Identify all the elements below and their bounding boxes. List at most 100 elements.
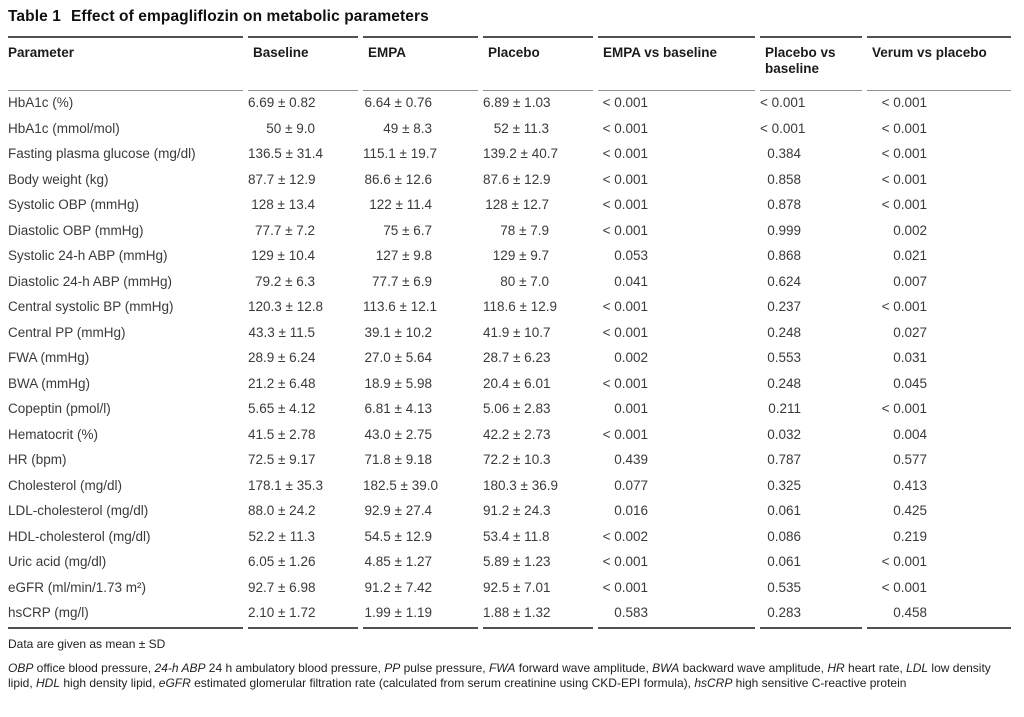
cell-value: 0.016 [614, 503, 648, 518]
column-header-placebo-vs-baseline: Placebo vs baseline [760, 36, 862, 91]
cell-value: < 0.001 [602, 222, 648, 238]
cell-value: 122 ± 11.4 [369, 197, 432, 212]
cell-value: 41.5 ± 2.78 [248, 426, 316, 442]
cell-value: 113.6 ± 12.1 [363, 299, 437, 314]
table-row: Central PP (mmHg) 43.3 ± 11.5 39.1 ± 10.2 4… [8, 321, 1011, 347]
abbreviation-definition: heart rate, [844, 660, 907, 675]
abbreviation-term: FWA [488, 660, 516, 675]
abbreviation-term: BWA [652, 660, 680, 675]
cell-value: 0.077 [614, 477, 648, 493]
cell-parameter: LDL-cholesterol (mg/dl) [8, 503, 149, 518]
cell-value: 42.2 ± 2.73 [483, 426, 551, 442]
cell-parameter: Hematocrit (%) [8, 426, 99, 442]
cell-value: 0.999 [767, 222, 801, 238]
cell-value: 52.2 ± 11.3 [248, 528, 315, 544]
table-row: Diastolic 24-h ABP (mmHg) 79.2 ± 6.3 77.7 … [8, 270, 1011, 296]
table-caption: Effect of empagliflozin on metabolic par… [70, 8, 429, 25]
cell-value: 71.8 ± 9.18 [364, 452, 432, 467]
table-row: Cholesterol (mg/dl) 178.1 ± 35.3 182.5 ± 3… [8, 474, 1011, 500]
abbreviation-term: hsCRP [694, 676, 733, 690]
abbreviation-term: eGFR [158, 676, 191, 690]
cell-value: 52 ± 11.3 [493, 120, 549, 136]
table-row: HDL-cholesterol (mg/dl) 52.2 ± 11.3 54.5 ±… [8, 525, 1011, 551]
cell-value: 0.007 [893, 273, 927, 289]
cell-parameter: Diastolic 24-h ABP (mmHg) [8, 273, 173, 289]
column-header-empa: EMPA [363, 36, 478, 91]
cell-value: 0.535 [767, 579, 801, 595]
cell-value: 115.1 ± 19.7 [363, 146, 437, 161]
cell-parameter: Systolic 24-h ABP (mmHg) [8, 248, 168, 263]
cell-value: 92.7 ± 6.98 [248, 579, 316, 595]
abbreviation-definition: low density lipid, [8, 660, 991, 691]
cell-value: 77.7 ± 6.9 [372, 273, 432, 289]
cell-value: < 0.001 [881, 401, 927, 416]
table-row: LDL-cholesterol (mg/dl) 88.0 ± 24.2 92.9 ±… [8, 499, 1011, 525]
table-row: Copeptin (pmol/l) 5.65 ± 4.12 6.81 ± 4.13 5… [8, 397, 1011, 423]
cell-value: < 0.002 [602, 528, 648, 544]
cell-value: 5.65 ± 4.12 [248, 401, 316, 416]
cell-value: 128 ± 12.7 [485, 197, 549, 212]
cell-value: 0.032 [767, 426, 801, 442]
cell-parameter: eGFR (ml/min/1.73 m²) [8, 579, 147, 595]
cell-value: 88.0 ± 24.2 [248, 503, 316, 518]
table-number-label: Table 1 [8, 8, 61, 25]
cell-value: 41.9 ± 10.7 [483, 324, 551, 340]
cell-parameter: BWA (mmHg) [8, 375, 90, 391]
cell-value: < 0.001 [602, 120, 648, 136]
cell-parameter: Central systolic BP (mmHg) [8, 299, 174, 314]
cell-value: 0.237 [767, 299, 801, 314]
cell-value: 0.002 [893, 222, 927, 238]
cell-value: 6.81 ± 4.13 [364, 401, 432, 416]
cell-value: 92.5 ± 7.01 [483, 579, 551, 595]
cell-parameter: Central PP (mmHg) [8, 324, 126, 340]
cell-value: < 0.001 [602, 554, 648, 569]
cell-value: 91.2 ± 24.3 [483, 503, 551, 518]
cell-value: 87.6 ± 12.9 [483, 171, 551, 187]
table-row: FWA (mmHg) 28.9 ± 6.24 27.0 ± 5.64 28.7 ± 6… [8, 346, 1011, 372]
cell-value: < 0.001 [881, 579, 927, 595]
cell-value: 0.787 [767, 452, 801, 467]
cell-value: 5.06 ± 2.83 [483, 401, 551, 416]
cell-value: 50 ± 9.0 [266, 120, 315, 136]
abbreviations-note: OBP office blood pressure, 24-h ABP 24 h… [8, 661, 1016, 692]
cell-value: 0.027 [893, 324, 927, 340]
cell-value: 139.2 ± 40.7 [483, 146, 558, 161]
cell-value: 0.425 [893, 503, 927, 518]
cell-value: 49 ± 8.3 [383, 120, 432, 136]
table-note-mean-sd: Data are given as mean ± SD [8, 636, 166, 651]
cell-parameter: HbA1c (mmol/mol) [8, 120, 120, 136]
cell-value: 28.7 ± 6.23 [483, 350, 551, 365]
cell-value: 5.89 ± 1.23 [483, 554, 551, 569]
cell-value: 0.086 [767, 528, 801, 544]
metabolic-parameters-table: Parameter Baseline EMPA Placebo EMPA vs base… [3, 36, 1016, 629]
abbreviation-definition: backward wave amplitude, [679, 660, 828, 675]
cell-value: 43.0 ± 2.75 [364, 426, 432, 442]
cell-value: 136.5 ± 31.4 [248, 146, 323, 161]
cell-value: 0.045 [893, 375, 927, 391]
table-row: hsCRP (mg/l) 2.10 ± 1.72 1.99 ± 1.19 1.88 ±… [8, 601, 1011, 629]
cell-value: 0.053 [614, 248, 648, 263]
table-title: Table 1 Effect of empagliflozin on metabo… [8, 8, 1016, 26]
cell-value: 6.05 ± 1.26 [248, 554, 316, 569]
abbreviation-definition: office blood pressure, [33, 660, 155, 675]
table-row: Systolic 24-h ABP (mmHg) 129 ± 10.4 127 ± … [8, 244, 1011, 270]
cell-value: 0.061 [767, 503, 801, 518]
cell-value: < 0.001 [602, 375, 648, 391]
cell-value: 0.031 [893, 350, 927, 365]
cell-value: 128 ± 13.4 [251, 197, 315, 212]
cell-parameter: Uric acid (mg/dl) [8, 554, 107, 569]
cell-value: 0.021 [893, 248, 927, 263]
table-row: HbA1c (%) 6.69 ± 0.82 6.64 ± 0.76 6.89 ± 1.… [8, 91, 1011, 117]
abbreviation-definition: 24 h ambulatory blood pressure, [205, 660, 385, 675]
abbreviation-term: PP [384, 660, 401, 675]
cell-value: 92.9 ± 27.4 [364, 503, 432, 518]
cell-value: 20.4 ± 6.01 [483, 375, 551, 391]
cell-value: < 0.001 [602, 197, 648, 212]
cell-value: 0.439 [614, 452, 648, 467]
cell-value: < 0.001 [602, 579, 648, 595]
abbreviation-term: LDL [906, 660, 929, 675]
table-body: HbA1c (%) 6.69 ± 0.82 6.64 ± 0.76 6.89 ± 1.… [8, 91, 1011, 629]
cell-value: 0.858 [767, 171, 801, 187]
cell-value: 0.219 [893, 528, 927, 544]
abbreviation-definition: high sensitive C-reactive protein [732, 676, 907, 690]
